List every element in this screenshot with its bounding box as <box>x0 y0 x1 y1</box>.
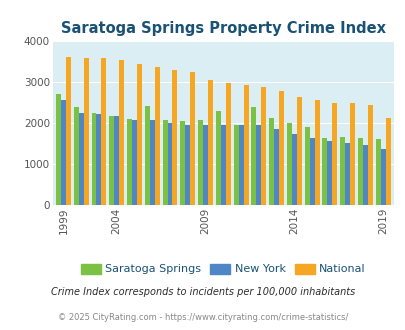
Bar <box>286 122 291 205</box>
Bar <box>167 123 172 205</box>
Bar <box>215 112 220 205</box>
Bar <box>269 117 273 205</box>
Bar <box>339 137 344 205</box>
Bar <box>136 64 142 205</box>
Title: Saratoga Springs Property Crime Index: Saratoga Springs Property Crime Index <box>61 21 385 36</box>
Bar <box>74 107 79 205</box>
Bar <box>190 72 195 205</box>
Bar <box>114 116 119 205</box>
Bar <box>349 103 354 205</box>
Bar <box>225 83 230 205</box>
Bar <box>149 120 154 205</box>
Bar <box>220 125 225 205</box>
Bar <box>66 57 71 205</box>
Legend: Saratoga Springs, New York, National: Saratoga Springs, New York, National <box>76 259 369 279</box>
Bar <box>322 138 326 205</box>
Bar <box>233 124 238 205</box>
Text: © 2025 CityRating.com - https://www.cityrating.com/crime-statistics/: © 2025 CityRating.com - https://www.city… <box>58 313 347 322</box>
Bar <box>79 113 83 205</box>
Bar <box>314 100 319 205</box>
Bar <box>243 85 248 205</box>
Bar <box>162 120 167 205</box>
Bar <box>309 139 314 205</box>
Bar <box>375 139 380 205</box>
Bar <box>326 141 332 205</box>
Bar <box>304 127 309 205</box>
Bar <box>119 60 124 205</box>
Bar <box>362 145 367 205</box>
Text: Crime Index corresponds to incidents per 100,000 inhabitants: Crime Index corresponds to incidents per… <box>51 287 354 297</box>
Bar <box>291 134 296 205</box>
Bar <box>385 118 390 205</box>
Bar <box>91 113 96 205</box>
Bar <box>109 116 114 205</box>
Bar <box>198 120 202 205</box>
Bar <box>207 80 213 205</box>
Bar <box>145 106 149 205</box>
Bar <box>172 70 177 205</box>
Bar <box>132 120 136 205</box>
Bar <box>83 58 88 205</box>
Bar <box>261 87 266 205</box>
Bar <box>256 125 261 205</box>
Bar <box>278 91 284 205</box>
Bar <box>357 138 362 205</box>
Bar <box>185 124 190 205</box>
Bar <box>56 93 61 205</box>
Bar <box>154 67 159 205</box>
Bar <box>61 100 66 205</box>
Bar <box>96 114 101 205</box>
Bar <box>202 125 207 205</box>
Bar <box>380 149 385 205</box>
Bar <box>296 97 301 205</box>
Bar <box>344 143 349 205</box>
Bar <box>367 105 372 205</box>
Bar <box>101 58 106 205</box>
Bar <box>251 107 256 205</box>
Bar <box>127 119 132 205</box>
Bar <box>273 129 278 205</box>
Bar <box>332 103 337 205</box>
Bar <box>238 125 243 205</box>
Bar <box>180 121 185 205</box>
